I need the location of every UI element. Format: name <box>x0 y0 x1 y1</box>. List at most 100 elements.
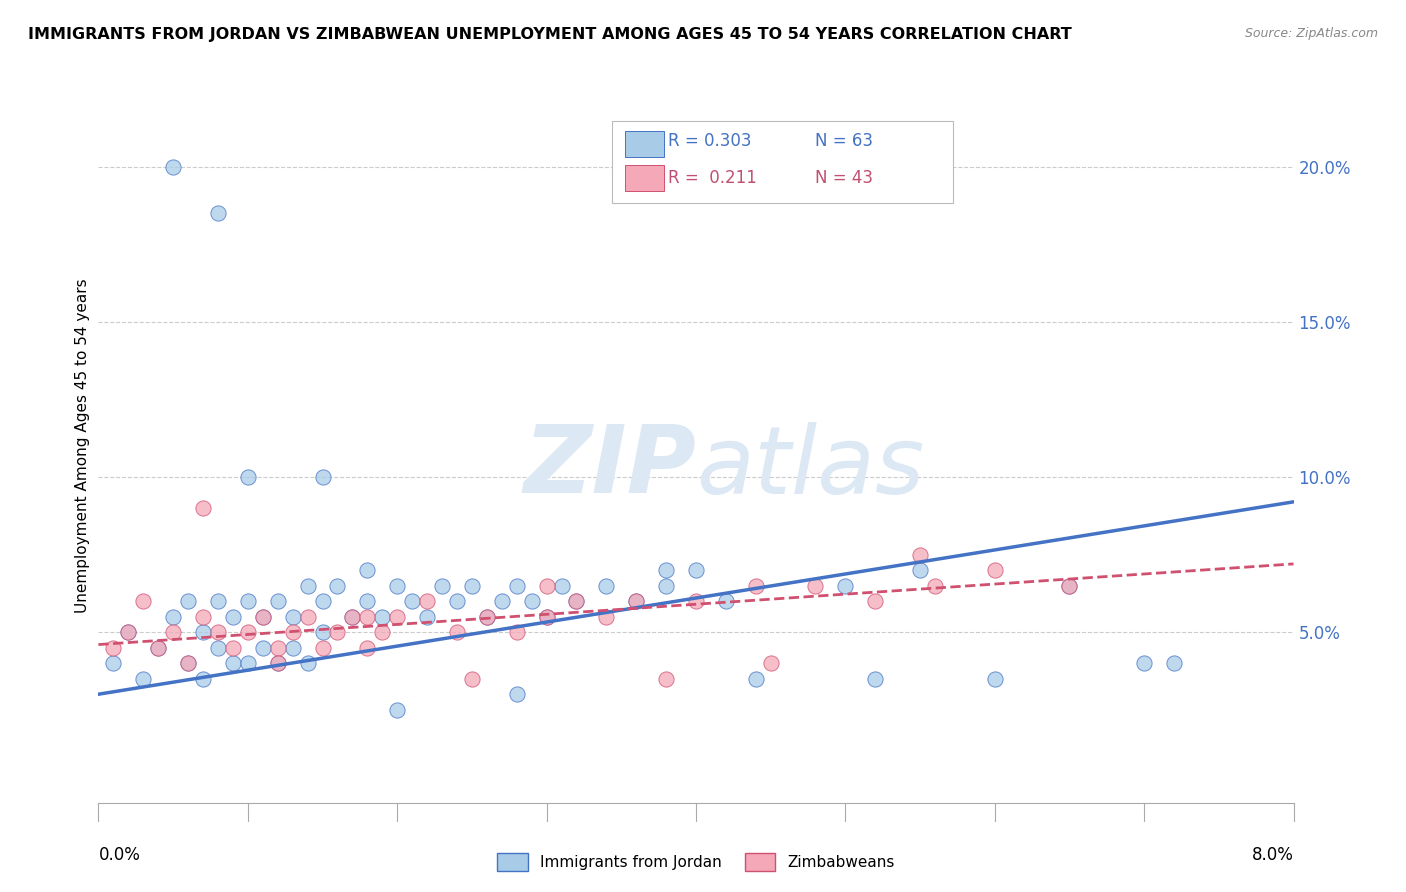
Point <box>207 206 229 220</box>
Point <box>236 470 259 484</box>
Point <box>908 548 931 562</box>
Point <box>342 609 364 624</box>
Point <box>446 625 468 640</box>
Point <box>222 656 245 670</box>
Point <box>536 609 558 624</box>
Point <box>655 563 678 577</box>
Point <box>745 672 768 686</box>
Point <box>745 579 768 593</box>
Point <box>117 625 139 640</box>
Point <box>267 656 290 670</box>
Point <box>297 579 319 593</box>
Point <box>759 656 782 670</box>
Point <box>430 579 453 593</box>
Point <box>624 594 647 608</box>
Point <box>117 625 139 640</box>
Point <box>177 656 200 670</box>
Point <box>595 609 617 624</box>
Text: IMMIGRANTS FROM JORDAN VS ZIMBABWEAN UNEMPLOYMENT AMONG AGES 45 TO 54 YEARS CORR: IMMIGRANTS FROM JORDAN VS ZIMBABWEAN UNE… <box>28 27 1071 42</box>
Point <box>1059 579 1081 593</box>
Text: 8.0%: 8.0% <box>1251 846 1294 863</box>
Point <box>565 594 588 608</box>
FancyBboxPatch shape <box>626 165 664 191</box>
Legend: Immigrants from Jordan, Zimbabweans: Immigrants from Jordan, Zimbabweans <box>491 847 901 877</box>
Point <box>983 672 1005 686</box>
Point <box>297 609 319 624</box>
Point <box>148 640 170 655</box>
Text: R = 0.303: R = 0.303 <box>668 132 752 150</box>
Point <box>461 579 484 593</box>
Point <box>342 609 364 624</box>
Point <box>267 594 290 608</box>
Text: Source: ZipAtlas.com: Source: ZipAtlas.com <box>1244 27 1378 40</box>
Point <box>162 609 184 624</box>
Point <box>475 609 498 624</box>
Point <box>1163 656 1185 670</box>
Point <box>461 672 484 686</box>
Point <box>252 609 274 624</box>
Point <box>267 640 290 655</box>
Point <box>401 594 423 608</box>
Point <box>804 579 827 593</box>
Point <box>536 609 558 624</box>
Point <box>177 594 200 608</box>
Point <box>207 594 229 608</box>
Point <box>385 609 409 624</box>
Point <box>550 579 572 593</box>
Point <box>491 594 513 608</box>
Point <box>624 594 647 608</box>
Point <box>655 579 678 593</box>
Point <box>281 609 304 624</box>
Point <box>191 625 214 640</box>
Point <box>267 656 290 670</box>
Point <box>103 640 125 655</box>
Point <box>191 609 214 624</box>
FancyBboxPatch shape <box>626 131 664 157</box>
Point <box>326 579 349 593</box>
Point <box>311 640 333 655</box>
Point <box>252 609 274 624</box>
Point <box>252 640 274 655</box>
Point <box>685 594 707 608</box>
Point <box>416 594 439 608</box>
Point <box>222 640 245 655</box>
Point <box>475 609 498 624</box>
Point <box>924 579 946 593</box>
Text: 0.0%: 0.0% <box>98 846 141 863</box>
Point <box>506 687 529 701</box>
Point <box>685 563 707 577</box>
Point <box>506 625 529 640</box>
Point <box>506 579 529 593</box>
Point <box>326 625 349 640</box>
Text: N = 43: N = 43 <box>815 169 873 187</box>
Point <box>191 672 214 686</box>
Point <box>1133 656 1156 670</box>
Point <box>207 640 229 655</box>
Point <box>655 672 678 686</box>
Point <box>371 609 394 624</box>
Point <box>1059 579 1081 593</box>
Point <box>311 594 333 608</box>
Point <box>371 625 394 640</box>
Point <box>565 594 588 608</box>
Point <box>863 672 886 686</box>
Point <box>536 579 558 593</box>
Point <box>207 625 229 640</box>
Point <box>356 609 378 624</box>
Point <box>908 563 931 577</box>
Point <box>446 594 468 608</box>
Point <box>177 656 200 670</box>
Point <box>297 656 319 670</box>
Point <box>222 609 245 624</box>
Point <box>281 640 304 655</box>
Point <box>162 625 184 640</box>
Point <box>311 625 333 640</box>
Point <box>595 579 617 593</box>
Text: atlas: atlas <box>696 422 924 513</box>
Point <box>834 579 856 593</box>
Text: ZIP: ZIP <box>523 421 696 514</box>
Point <box>356 594 378 608</box>
Point <box>236 625 259 640</box>
Point <box>311 470 333 484</box>
Point <box>132 594 155 608</box>
